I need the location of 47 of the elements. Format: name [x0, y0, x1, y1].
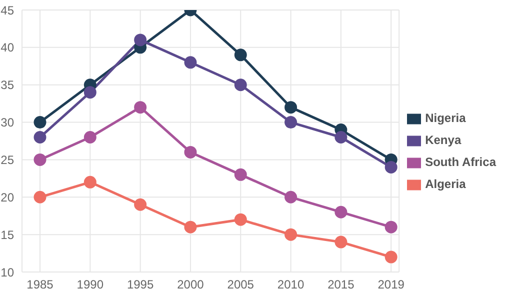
point [34, 116, 46, 129]
legend-label: Kenya [425, 133, 462, 147]
point [34, 131, 46, 144]
point [184, 56, 197, 69]
point [334, 206, 348, 218]
x-tick-label: 2010 [277, 278, 304, 292]
point [84, 86, 96, 99]
y-tick-label: 35 [0, 78, 14, 92]
point [284, 101, 298, 114]
point [234, 78, 247, 92]
y-tick-label: 20 [0, 190, 14, 204]
x-tick-label: 1990 [76, 278, 104, 292]
point [234, 168, 247, 181]
point [284, 190, 298, 204]
y-tick-label: 40 [0, 40, 14, 55]
point [84, 176, 96, 188]
point [134, 101, 147, 114]
point [334, 236, 348, 248]
y-tick-label: 45 [0, 3, 14, 18]
x-tick-label: 1995 [126, 278, 154, 292]
legend-label: Algeria [425, 177, 466, 191]
y-tick-label: 30 [0, 116, 14, 130]
y-tick-label: 10 [0, 265, 14, 280]
point [284, 228, 298, 241]
point [184, 220, 197, 234]
point [34, 153, 46, 166]
point [384, 250, 398, 264]
point [334, 131, 348, 144]
point [134, 34, 147, 46]
point [34, 190, 46, 204]
y-tick-label: 15 [0, 228, 14, 242]
x-tick-label: 1985 [26, 278, 54, 292]
legend-label: South Africa [425, 155, 496, 169]
x-tick-label: 2015 [328, 278, 355, 292]
point [234, 213, 247, 226]
x-tick-label: 2019 [378, 278, 405, 292]
x-tick-label: 2000 [177, 278, 204, 292]
point [84, 131, 96, 144]
point [134, 198, 147, 211]
point [284, 116, 298, 129]
point [384, 220, 398, 234]
x-tick-label: 2005 [227, 278, 254, 292]
y-tick-label: 25 [0, 152, 14, 167]
point [184, 146, 197, 158]
legend-label: Nigeria [425, 111, 466, 125]
point [234, 48, 247, 62]
point [384, 160, 398, 174]
